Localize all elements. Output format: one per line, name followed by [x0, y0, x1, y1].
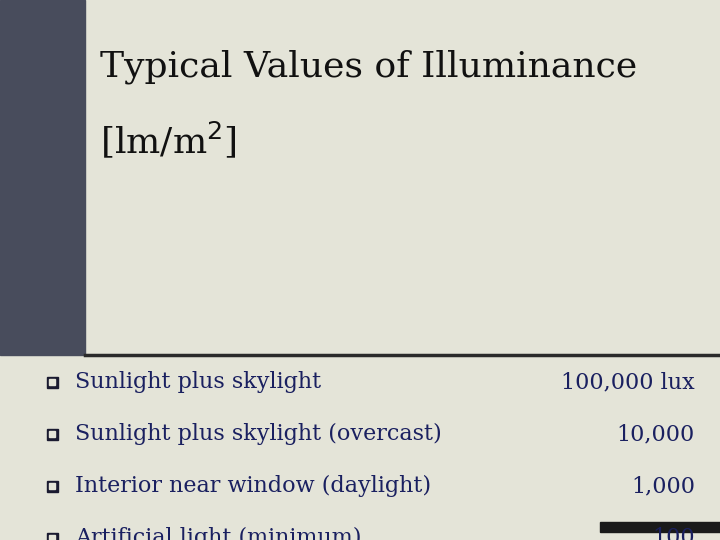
Text: Sunlight plus skylight: Sunlight plus skylight [75, 371, 321, 393]
Bar [47, 481, 58, 491]
Bar [47, 376, 58, 388]
Text: 100: 100 [652, 527, 695, 540]
Text: Typical Values of Illuminance: Typical Values of Illuminance [100, 50, 637, 84]
Text: Interior near window (daylight): Interior near window (daylight) [75, 475, 431, 497]
Text: 10,000: 10,000 [617, 423, 695, 445]
Text: [lm/m$^2$]: [lm/m$^2$] [100, 120, 237, 160]
Bar [50, 535, 55, 540]
Text: Artificial light (minimum): Artificial light (minimum) [75, 527, 361, 540]
Text: 100,000 lux: 100,000 lux [562, 371, 695, 393]
Bar [50, 380, 55, 384]
Bar [50, 483, 55, 489]
Bar [600, 522, 720, 532]
Bar [47, 532, 58, 540]
Text: 1,000: 1,000 [631, 475, 695, 497]
Bar [0, 0, 85, 355]
Text: Sunlight plus skylight (overcast): Sunlight plus skylight (overcast) [75, 423, 442, 445]
Bar [47, 429, 58, 440]
Bar [50, 431, 55, 437]
